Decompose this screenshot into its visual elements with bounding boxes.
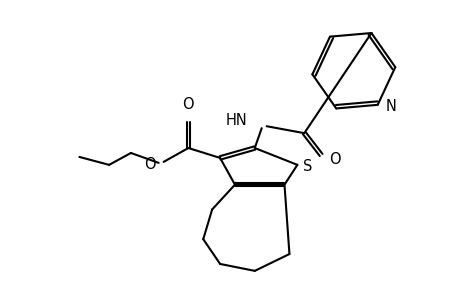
Text: O: O — [144, 158, 155, 172]
Text: N: N — [385, 99, 396, 114]
Text: O: O — [328, 152, 340, 167]
Text: S: S — [302, 159, 312, 174]
Text: HN: HN — [225, 113, 247, 128]
Text: O: O — [182, 98, 194, 112]
